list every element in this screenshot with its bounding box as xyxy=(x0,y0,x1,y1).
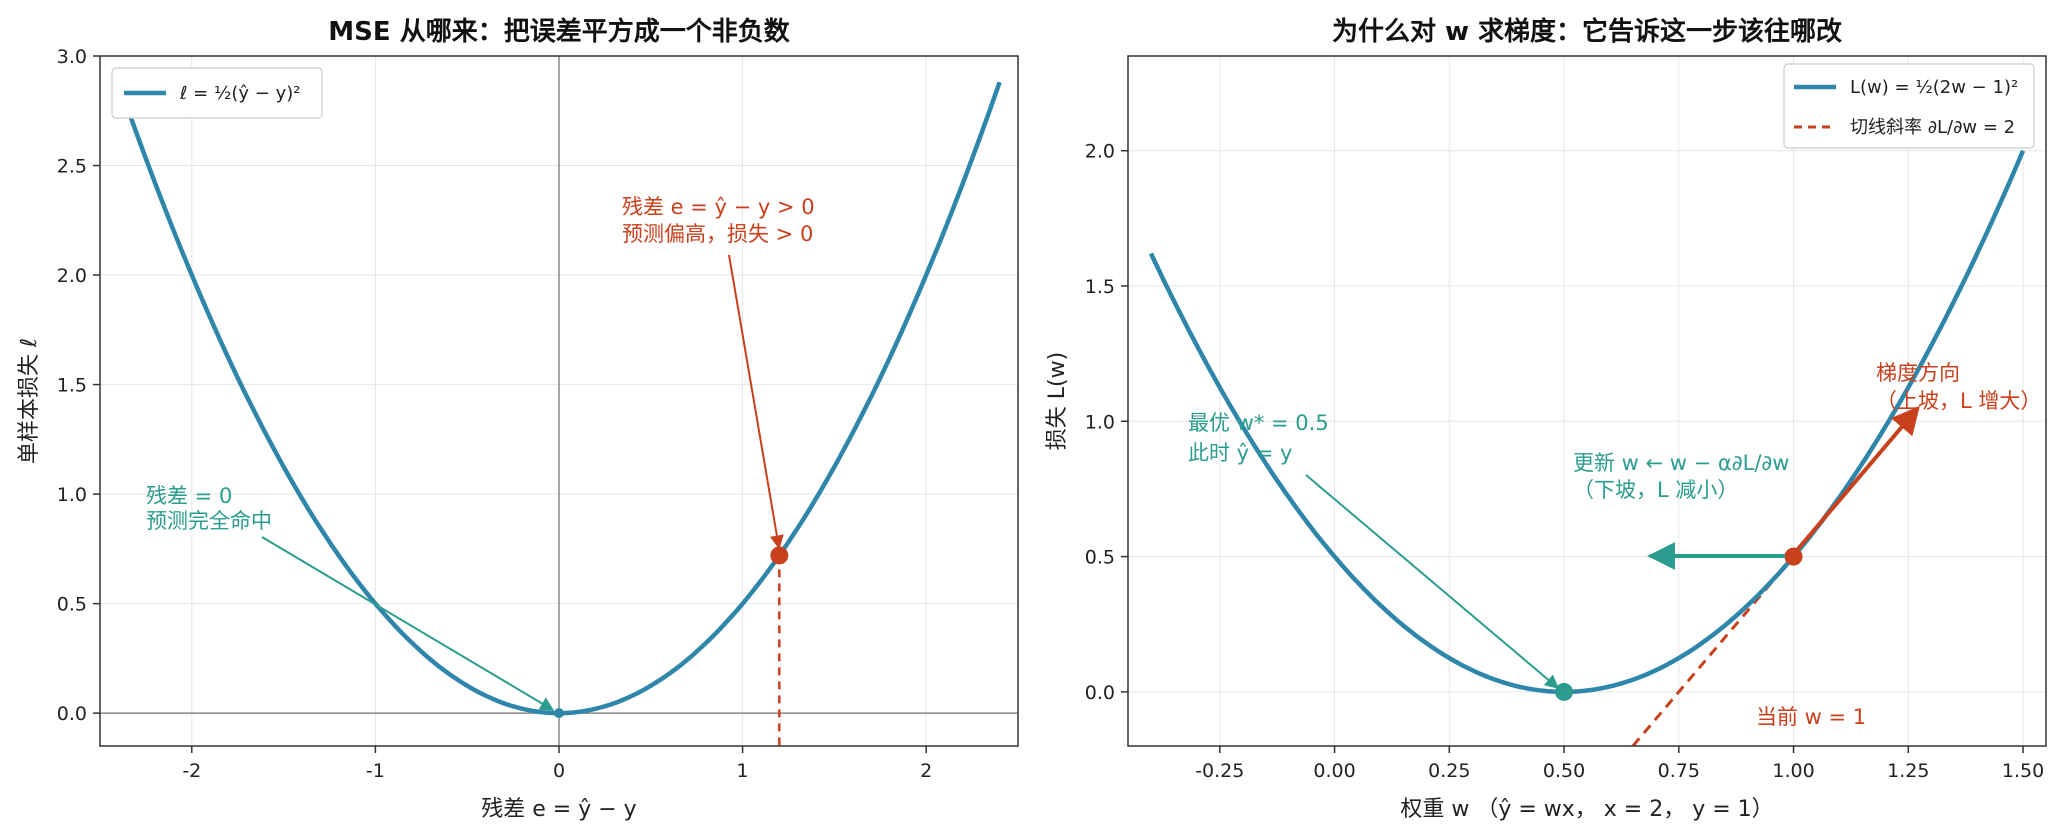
right-title: 为什么对 w 求梯度：它告诉这一步该往哪改 xyxy=(1332,16,1842,47)
left-annotation-zero-line2: 预测完全命中 xyxy=(146,509,272,533)
right-annotation-gradient-line1: 梯度方向 xyxy=(1876,361,1960,385)
right-annotation-optimum: 最优 w* = 0.5 此时 ŷ = y xyxy=(1188,411,1560,689)
right-annotation-current: 当前 w = 1 xyxy=(1756,705,1866,729)
left-legend-box xyxy=(111,67,323,119)
right-annotation-optimum-arrow xyxy=(1305,474,1560,689)
right-legend-label-curve: L(w) = ½(2w − 1)² xyxy=(1850,77,2018,98)
left-minimum-point xyxy=(554,708,564,719)
right-xtick-label: 0.75 xyxy=(1658,760,1700,782)
left-ytick-label: 2.5 xyxy=(57,156,87,178)
right-legend-box xyxy=(1783,63,2035,149)
left-ticks: -2 -1 0 1 2 0.0 0.5 1.0 1.5 2.0 2.5 3.0 xyxy=(57,46,932,782)
left-xtick-label: 2 xyxy=(920,760,932,782)
right-ylabel: 损失 L(w) xyxy=(1045,352,1070,450)
right-xtick-label: 0.50 xyxy=(1543,760,1585,782)
left-annotation-zero-line1: 残差 = 0 xyxy=(146,484,232,508)
right-grid xyxy=(1128,56,2046,746)
left-annotation-positive: 残差 e = ŷ − y > 0 预测偏高，损失 > 0 xyxy=(622,195,815,550)
right-xlabel: 权重 w （ŷ = wx， x = 2， y = 1） xyxy=(1400,797,1773,822)
left-ytick-label: 3.0 xyxy=(57,46,87,68)
right-annotation-update: 更新 w ← w − α∂L/∂w （下坡，L 减小） xyxy=(1573,451,1789,570)
left-xtick-label: 0 xyxy=(553,760,565,782)
left-positive-residual-point xyxy=(770,546,789,565)
left-annotation-positive-arrow xyxy=(728,254,784,550)
left-panel: MSE 从哪来：把误差平方成一个非负数 -2 -1 0 1 2 0.0 0.5 1.0 1.5 2… xyxy=(17,16,1019,822)
left-ytick-label: 0.0 xyxy=(57,703,87,725)
left-ylabel: 单样本损失 ℓ xyxy=(17,338,42,464)
left-xtick-label: -2 xyxy=(182,760,201,782)
right-annotation-gradient-line2: （上坡，L 增大） xyxy=(1876,389,2041,413)
right-xtick-label: 1.25 xyxy=(1887,760,1929,782)
left-xtick-label: -1 xyxy=(366,760,385,782)
left-annotation-positive-line1: 残差 e = ŷ − y > 0 xyxy=(622,195,815,219)
left-ytick-label: 1.0 xyxy=(57,484,87,506)
left-title: MSE 从哪来：把误差平方成一个非负数 xyxy=(328,16,790,47)
left-annotation-zero: 残差 = 0 预测完全命中 xyxy=(146,484,555,711)
left-annotation-positive-line2: 预测偏高，损失 > 0 xyxy=(622,222,813,246)
right-annotation-gradient: 梯度方向 （上坡，L 增大） xyxy=(1790,361,2041,558)
right-ytick-label: 0.0 xyxy=(1085,682,1115,704)
right-xtick-label: -0.25 xyxy=(1195,760,1244,782)
right-legend-label-tangent: 切线斜率 ∂L/∂w = 2 xyxy=(1850,117,2015,138)
right-ytick-label: 0.5 xyxy=(1085,547,1115,569)
right-gradient-arrow xyxy=(1790,405,1920,558)
left-legend-label: ℓ = ½(ŷ − y)² xyxy=(179,83,301,104)
right-annotation-update-line1: 更新 w ← w − α∂L/∂w xyxy=(1573,451,1789,475)
right-annotation-optimum-line2: 此时 ŷ = y xyxy=(1188,441,1292,465)
left-ytick-label: 1.5 xyxy=(57,375,87,397)
right-annotation-current-label: 当前 w = 1 xyxy=(1756,705,1866,729)
left-xtick-label: 1 xyxy=(737,760,749,782)
left-reference-lines xyxy=(100,56,1018,746)
right-ytick-label: 1.0 xyxy=(1085,411,1115,433)
right-annotation-optimum-line1: 最优 w* = 0.5 xyxy=(1188,411,1329,435)
right-xtick-label: 1.00 xyxy=(1772,760,1814,782)
left-legend: ℓ = ½(ŷ − y)² xyxy=(111,67,323,119)
right-legend: L(w) = ½(2w − 1)² 切线斜率 ∂L/∂w = 2 xyxy=(1783,63,2035,149)
right-xtick-label: 0.25 xyxy=(1428,760,1470,782)
right-annotation-update-line2: （下坡，L 减小） xyxy=(1573,478,1738,502)
right-xtick-label: 1.50 xyxy=(2002,760,2044,782)
left-annotation-zero-arrow xyxy=(261,536,555,711)
right-optimum-point xyxy=(1555,682,1574,701)
left-xlabel: 残差 e = ŷ − y xyxy=(481,797,636,822)
right-ticks: -0.25 0.00 0.25 0.50 0.75 1.00 1.25 1.50 0.0 0.5 1… xyxy=(1085,141,2044,782)
right-ytick-label: 1.5 xyxy=(1085,276,1115,298)
left-ytick-label: 2.0 xyxy=(57,265,87,287)
right-panel: 为什么对 w 求梯度：它告诉这一步该往哪改 -0.25 0.00 0.25 0.50 0… xyxy=(1045,16,2047,822)
left-ytick-label: 0.5 xyxy=(57,594,87,616)
right-axes-frame xyxy=(1127,55,2047,747)
right-ytick-label: 2.0 xyxy=(1085,141,1115,163)
right-xtick-label: 0.00 xyxy=(1313,760,1355,782)
right-loss-curve xyxy=(1148,149,2026,695)
